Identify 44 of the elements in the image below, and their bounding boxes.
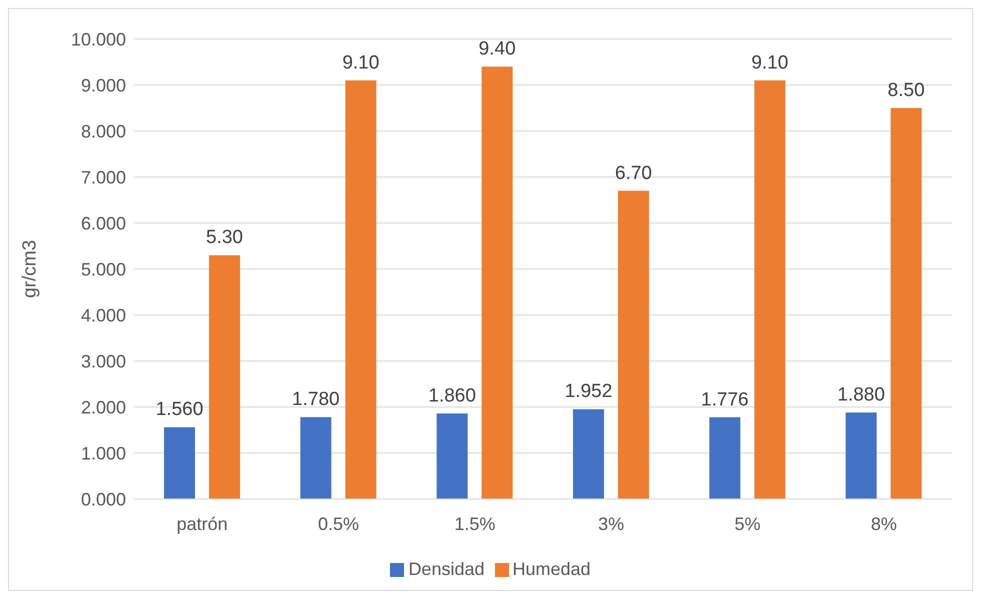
- y-tick-label: 6.000: [80, 213, 126, 234]
- y-axis-title: gr/cm3: [20, 240, 41, 298]
- bar: [436, 413, 468, 499]
- bar: [709, 417, 740, 499]
- y-tick-label: 1.000: [80, 443, 126, 464]
- x-tick-label: 0.5%: [318, 514, 360, 534]
- x-tick-label: 5%: [734, 514, 761, 534]
- x-tick-label: patrón: [176, 514, 228, 534]
- y-tick-label: 3.000: [80, 351, 126, 372]
- y-tick-label: 7.000: [80, 167, 126, 188]
- bar: [572, 409, 604, 499]
- y-tick-label: 0.000: [80, 489, 126, 510]
- bar: [890, 108, 922, 499]
- y-tick-label: 5.000: [80, 259, 126, 280]
- bar: [345, 80, 376, 499]
- y-tick-label: 10.000: [70, 29, 126, 50]
- y-tick-label: 9.000: [80, 75, 126, 96]
- data-label: 9.10: [342, 52, 380, 74]
- y-tick-label: 2.000: [80, 397, 126, 418]
- data-label: 1.880: [837, 384, 885, 406]
- bar: [164, 427, 195, 499]
- bar: [300, 417, 332, 499]
- bar: [754, 80, 786, 499]
- x-tick-label: 8%: [870, 514, 897, 534]
- data-label: 1.776: [701, 389, 749, 410]
- data-label: 6.70: [615, 162, 652, 184]
- y-tick-label: 8.000: [80, 121, 126, 142]
- bar: [208, 255, 240, 499]
- data-label: 5.30: [206, 227, 243, 248]
- legend-label: Densidad: [408, 559, 484, 579]
- data-label: 9.40: [478, 38, 516, 60]
- data-label: 1.560: [156, 399, 204, 420]
- y-tick-label: 4.000: [80, 305, 126, 326]
- x-tick-label: 1.5%: [454, 514, 496, 534]
- legend-label: Humedad: [512, 559, 591, 579]
- data-label: 1.780: [292, 389, 340, 410]
- data-label: 1.860: [428, 385, 476, 406]
- data-label: 9.10: [751, 52, 788, 74]
- bar: [482, 66, 513, 499]
- bar: [618, 190, 649, 499]
- x-tick-label: 3%: [598, 514, 624, 534]
- data-label: 1.952: [564, 381, 612, 402]
- bar: [846, 412, 877, 499]
- data-label: 8.50: [888, 80, 925, 101]
